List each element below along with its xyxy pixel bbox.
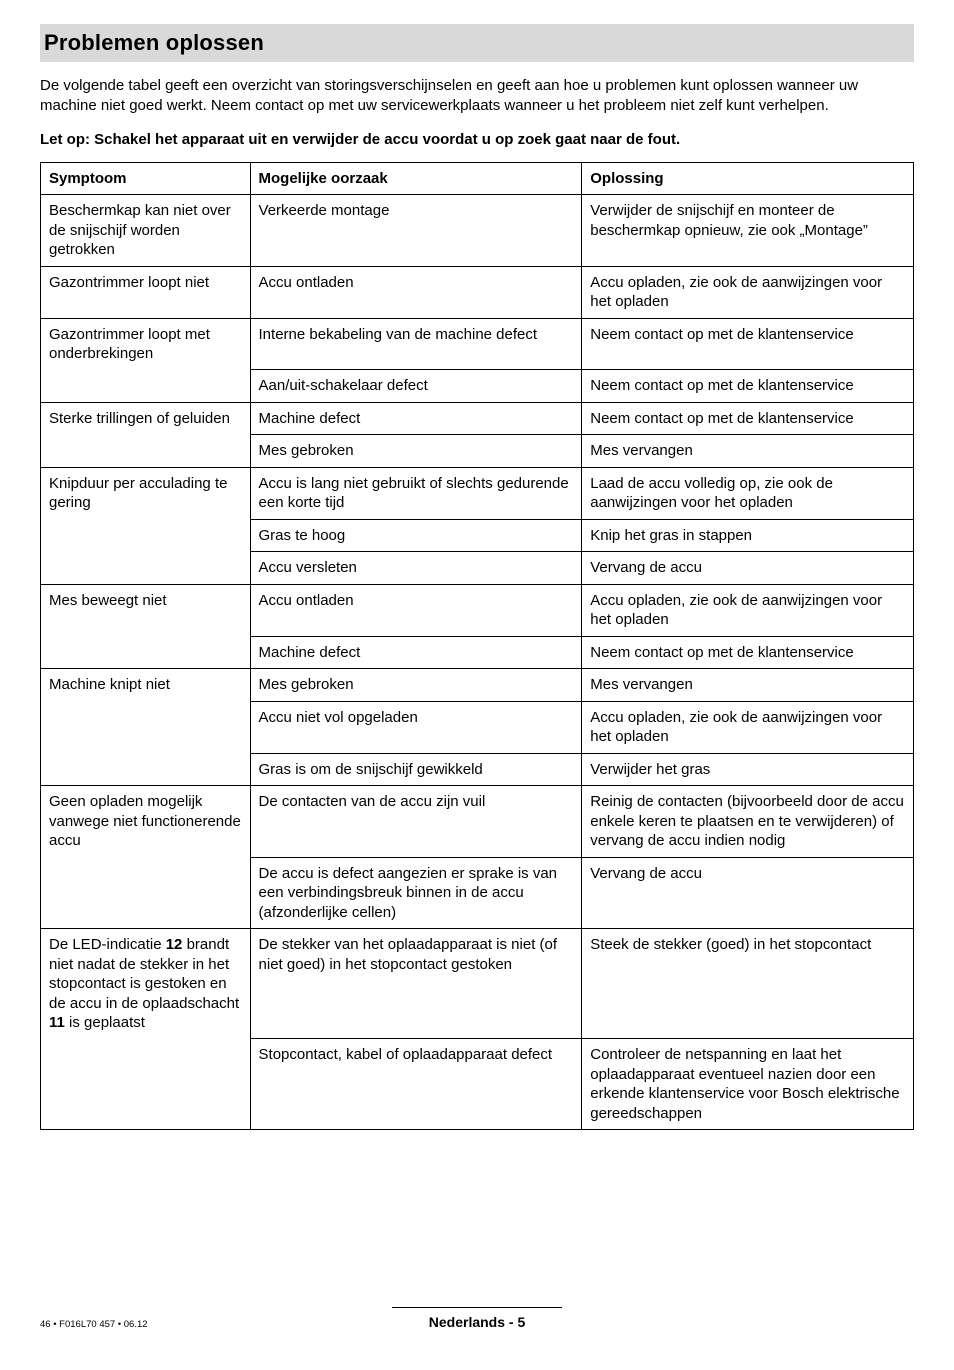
cell-symptom (41, 636, 251, 669)
cell-fix: Neem contact op met de klantenservice (582, 318, 914, 370)
cell-symptom: Mes beweegt niet (41, 584, 251, 636)
table-row: Knipduur per acculading te gering Accu i… (41, 467, 914, 519)
cell-symptom (41, 1039, 251, 1130)
table-row: Mes gebroken Mes vervangen (41, 435, 914, 468)
table-row: Stopcontact, kabel of oplaadapparaat def… (41, 1039, 914, 1130)
header-symptom: Symptoom (41, 162, 251, 195)
cell-fix: Accu opladen, zie ook de aanwijzingen vo… (582, 701, 914, 753)
cell-symptom (41, 552, 251, 585)
cell-fix: Mes vervangen (582, 669, 914, 702)
cell-fix: Neem contact op met de klantenservice (582, 370, 914, 403)
table-row: Gazontrimmer loopt met onderbrekingen In… (41, 318, 914, 370)
cell-fix: Verwijder de snijschijf en monteer de be… (582, 195, 914, 267)
footer-rule (392, 1307, 562, 1308)
table-header-row: Symptoom Mogelijke oorzaak Oplossing (41, 162, 914, 195)
cell-symptom: Sterke trillingen of geluiden (41, 402, 251, 435)
table-row: Gras te hoog Knip het gras in stappen (41, 519, 914, 552)
cell-fix: Knip het gras in stappen (582, 519, 914, 552)
cell-symptom: Knipduur per acculading te gering (41, 467, 251, 519)
footer-left-text: 46 • F016L70 457 • 06.12 (40, 1319, 148, 1330)
page-footer: 46 • F016L70 457 • 06.12 Nederlands - 5 (40, 1310, 914, 1330)
cell-symptom: Gazontrimmer loopt met onderbrekingen (41, 318, 251, 370)
table-row: Geen opladen mogelijk vanwege niet funct… (41, 786, 914, 858)
section-header: Problemen oplossen (40, 24, 914, 62)
cell-symptom (41, 435, 251, 468)
cell-cause: Gras is om de snijschijf gewikkeld (250, 753, 582, 786)
cell-cause: Accu ontladen (250, 266, 582, 318)
cell-fix: Laad de accu volledig op, zie ook de aan… (582, 467, 914, 519)
header-cause: Mogelijke oorzaak (250, 162, 582, 195)
header-fix: Oplossing (582, 162, 914, 195)
cell-symptom (41, 519, 251, 552)
table-row: Machine knipt niet Mes gebroken Mes verv… (41, 669, 914, 702)
cell-cause: Stopcontact, kabel of oplaadapparaat def… (250, 1039, 582, 1130)
cell-cause: Accu ontladen (250, 584, 582, 636)
cell-cause: De contacten van de accu zijn vuil (250, 786, 582, 858)
cell-cause: Accu versleten (250, 552, 582, 585)
cell-symptom (41, 857, 251, 929)
cell-cause: Machine defect (250, 636, 582, 669)
table-row: Beschermkap kan niet over de snijschijf … (41, 195, 914, 267)
cell-cause: De stekker van het oplaadapparaat is nie… (250, 929, 582, 1039)
cell-cause: Verkeerde montage (250, 195, 582, 267)
cell-fix: Verwijder het gras (582, 753, 914, 786)
table-row: Accu versleten Vervang de accu (41, 552, 914, 585)
cell-symptom (41, 701, 251, 753)
cell-fix: Vervang de accu (582, 857, 914, 929)
table-row: Gras is om de snijschijf gewikkeld Verwi… (41, 753, 914, 786)
table-row: Accu niet vol opgeladen Accu opladen, zi… (41, 701, 914, 753)
cell-fix: Mes vervangen (582, 435, 914, 468)
cell-fix: Accu opladen, zie ook de aanwijzingen vo… (582, 584, 914, 636)
cell-fix: Accu opladen, zie ook de aanwijzingen vo… (582, 266, 914, 318)
table-row: Machine defect Neem contact op met de kl… (41, 636, 914, 669)
page-container: Problemen oplossen De volgende tabel gee… (0, 0, 954, 1370)
cell-fix: Vervang de accu (582, 552, 914, 585)
cell-cause: Gras te hoog (250, 519, 582, 552)
table-row: Gazontrimmer loopt niet Accu ontladen Ac… (41, 266, 914, 318)
table-row: Mes beweegt niet Accu ontladen Accu opla… (41, 584, 914, 636)
cell-cause: De accu is defect aangezien er sprake is… (250, 857, 582, 929)
cell-symptom: Geen opladen mogelijk vanwege niet funct… (41, 786, 251, 858)
intro-paragraph: De volgende tabel geeft een overzicht va… (40, 76, 914, 117)
table-row: Aan/uit-schakelaar defect Neem contact o… (41, 370, 914, 403)
cell-fix: Controleer de netspanning en laat het op… (582, 1039, 914, 1130)
table-row: Sterke trillingen of geluiden Machine de… (41, 402, 914, 435)
cell-cause: Machine defect (250, 402, 582, 435)
cell-cause: Accu is lang niet gebruikt of slechts ge… (250, 467, 582, 519)
bold-number: 11 (49, 1014, 65, 1031)
table-row: De LED-indicatie 12 brandt niet nadat de… (41, 929, 914, 1039)
cell-symptom: De LED-indicatie 12 brandt niet nadat de… (41, 929, 251, 1039)
cell-cause: Interne bekabeling van de machine defect (250, 318, 582, 370)
cell-fix: Steek de stekker (goed) in het stopconta… (582, 929, 914, 1039)
table-row: De accu is defect aangezien er sprake is… (41, 857, 914, 929)
footer-center-text: Nederlands - 5 (429, 1314, 525, 1330)
text-fragment: is geplaatst (65, 1014, 145, 1031)
cell-symptom (41, 753, 251, 786)
section-title: Problemen oplossen (44, 30, 908, 56)
bold-number: 12 (166, 936, 183, 953)
warning-line: Let op: Schakel het apparaat uit en verw… (40, 131, 914, 148)
cell-symptom: Beschermkap kan niet over de snijschijf … (41, 195, 251, 267)
cell-symptom (41, 370, 251, 403)
text-fragment: De LED-indicatie (49, 936, 166, 953)
cell-fix: Reinig de contacten (bijvoorbeeld door d… (582, 786, 914, 858)
cell-fix: Neem contact op met de klantenservice (582, 402, 914, 435)
troubleshooting-table: Symptoom Mogelijke oorzaak Oplossing Bes… (40, 162, 914, 1131)
cell-cause: Mes gebroken (250, 435, 582, 468)
cell-symptom: Gazontrimmer loopt niet (41, 266, 251, 318)
cell-cause: Mes gebroken (250, 669, 582, 702)
cell-fix: Neem contact op met de klantenservice (582, 636, 914, 669)
cell-symptom: Machine knipt niet (41, 669, 251, 702)
cell-cause: Aan/uit-schakelaar defect (250, 370, 582, 403)
cell-cause: Accu niet vol opgeladen (250, 701, 582, 753)
